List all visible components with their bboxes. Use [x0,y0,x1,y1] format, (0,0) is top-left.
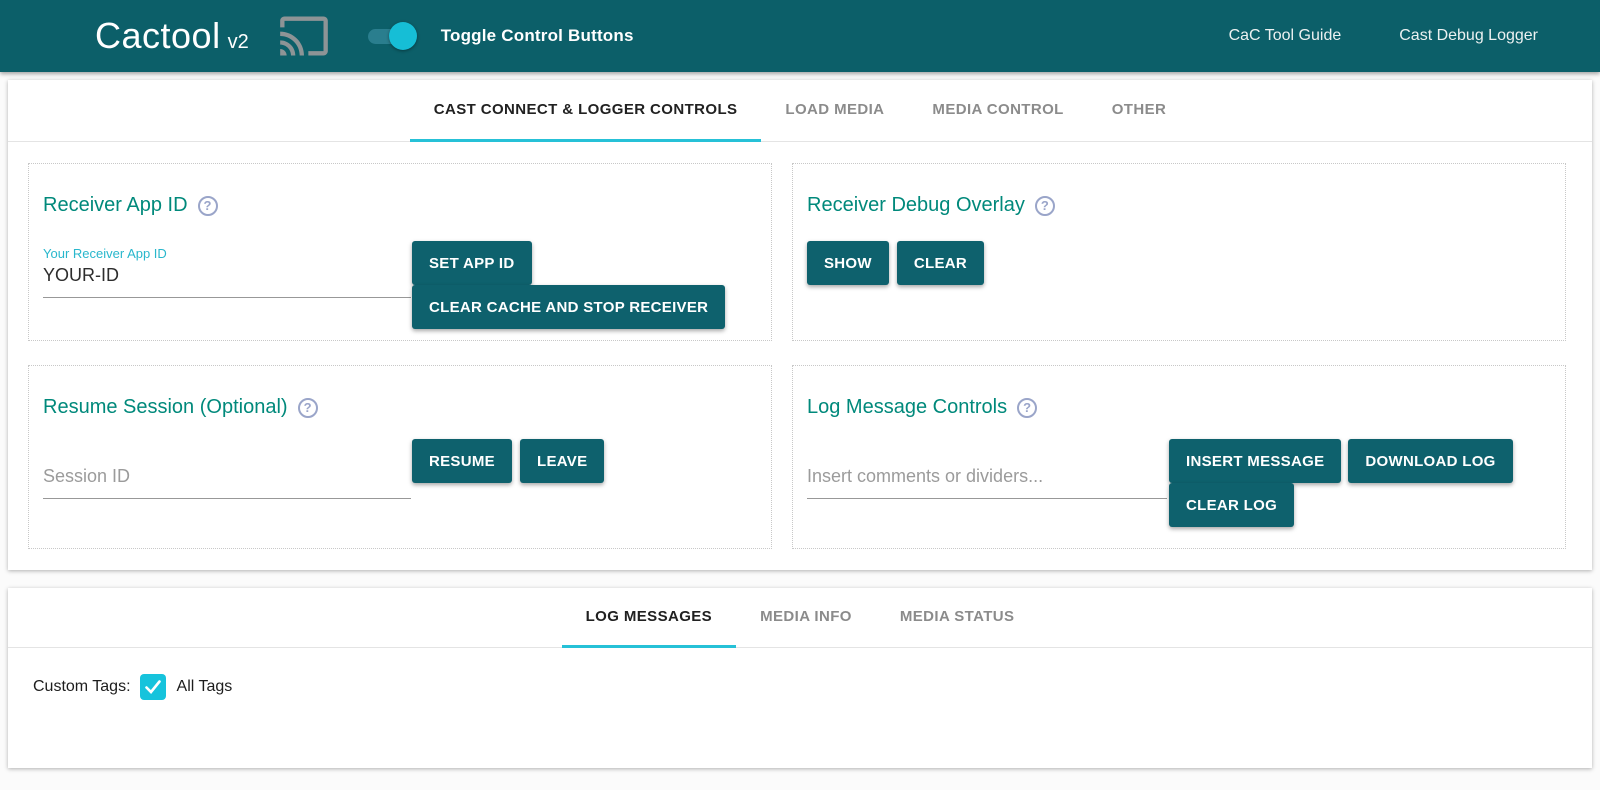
main-tabs: CAST CONNECT & LOGGER CONTROLS LOAD MEDI… [8,80,1592,142]
switch-thumb [388,22,417,50]
log-message-controls-title: Log Message Controls [807,396,1008,418]
app-logo: Cactool v2 [95,15,249,57]
show-overlay-button[interactable]: SHOW [807,241,889,285]
help-icon[interactable]: ? [197,195,218,216]
receiver-app-id-panel: Receiver App ID ? Your Receiver App ID S… [28,163,772,341]
clear-log-button[interactable]: CLEAR LOG [1169,483,1295,527]
all-tags-checkbox[interactable] [139,674,166,700]
resume-session-panel: Resume Session (Optional) ? RESUME LEAVE [28,365,772,549]
log-comment-input[interactable] [807,466,1167,499]
tab-cast-connect-logger-controls[interactable]: CAST CONNECT & LOGGER CONTROLS [409,80,762,142]
clear-cache-stop-receiver-button[interactable]: CLEAR CACHE AND STOP RECEIVER [412,285,726,329]
log-filter-row: Custom Tags: All Tags [8,648,1592,726]
app-header: Cactool v2 Toggle Control Buttons CaC To… [0,0,1600,72]
panels-grid: Receiver App ID ? Your Receiver App ID S… [8,142,1592,549]
receiver-app-id-title: Receiver App ID [43,194,188,216]
toggle-control-buttons-label: Toggle Control Buttons [440,26,634,45]
receiver-app-id-field-label: Your Receiver App ID [43,246,167,261]
cac-tool-guide-link[interactable]: CaC Tool Guide [1228,27,1342,44]
download-log-button[interactable]: DOWNLOAD LOG [1348,439,1513,483]
clear-overlay-button[interactable]: CLEAR [896,241,985,285]
receiver-app-id-input[interactable] [43,265,411,298]
all-tags-label: All Tags [176,678,233,695]
session-id-field-block [43,466,411,499]
receiver-debug-overlay-title: Receiver Debug Overlay [807,194,1025,216]
tab-media-control[interactable]: MEDIA CONTROL [932,101,1064,118]
session-id-input[interactable] [43,466,411,499]
tab-other[interactable]: OTHER [1111,101,1167,118]
log-tabs: LOG MESSAGES MEDIA INFO MEDIA STATUS [8,588,1592,648]
toggle-control-buttons-switch[interactable] [365,21,417,51]
help-icon[interactable]: ? [297,397,318,418]
insert-message-button[interactable]: INSERT MESSAGE [1169,439,1342,483]
app-version: v2 [227,31,249,53]
cast-icon [275,10,333,62]
controls-card: CAST CONNECT & LOGGER CONTROLS LOAD MEDI… [8,80,1592,570]
receiver-debug-overlay-panel: Receiver Debug Overlay ? SHOW CLEAR [792,163,1566,341]
tab-media-info[interactable]: MEDIA INFO [760,608,852,625]
leave-button[interactable]: LEAVE [519,439,605,483]
resume-button[interactable]: RESUME [412,439,512,483]
help-icon[interactable]: ? [1017,397,1038,418]
tab-load-media[interactable]: LOAD MEDIA [785,101,885,118]
custom-tags-label: Custom Tags: [33,678,131,695]
tab-media-status[interactable]: MEDIA STATUS [899,608,1015,625]
checkmark-icon [144,680,161,694]
resume-session-title: Resume Session (Optional) [43,396,288,418]
log-comment-field-block [807,466,1167,499]
cast-debug-logger-link[interactable]: Cast Debug Logger [1399,27,1538,44]
tab-log-messages[interactable]: LOG MESSAGES [561,588,737,648]
app-title: Cactool [95,15,221,56]
log-message-controls-panel: Log Message Controls ? INSERT MESSAGE DO… [792,365,1566,549]
help-icon[interactable]: ? [1034,195,1055,216]
receiver-app-id-field-block: Your Receiver App ID [43,246,411,298]
log-card: LOG MESSAGES MEDIA INFO MEDIA STATUS Cus… [8,588,1592,768]
set-app-id-button[interactable]: SET APP ID [412,241,532,285]
